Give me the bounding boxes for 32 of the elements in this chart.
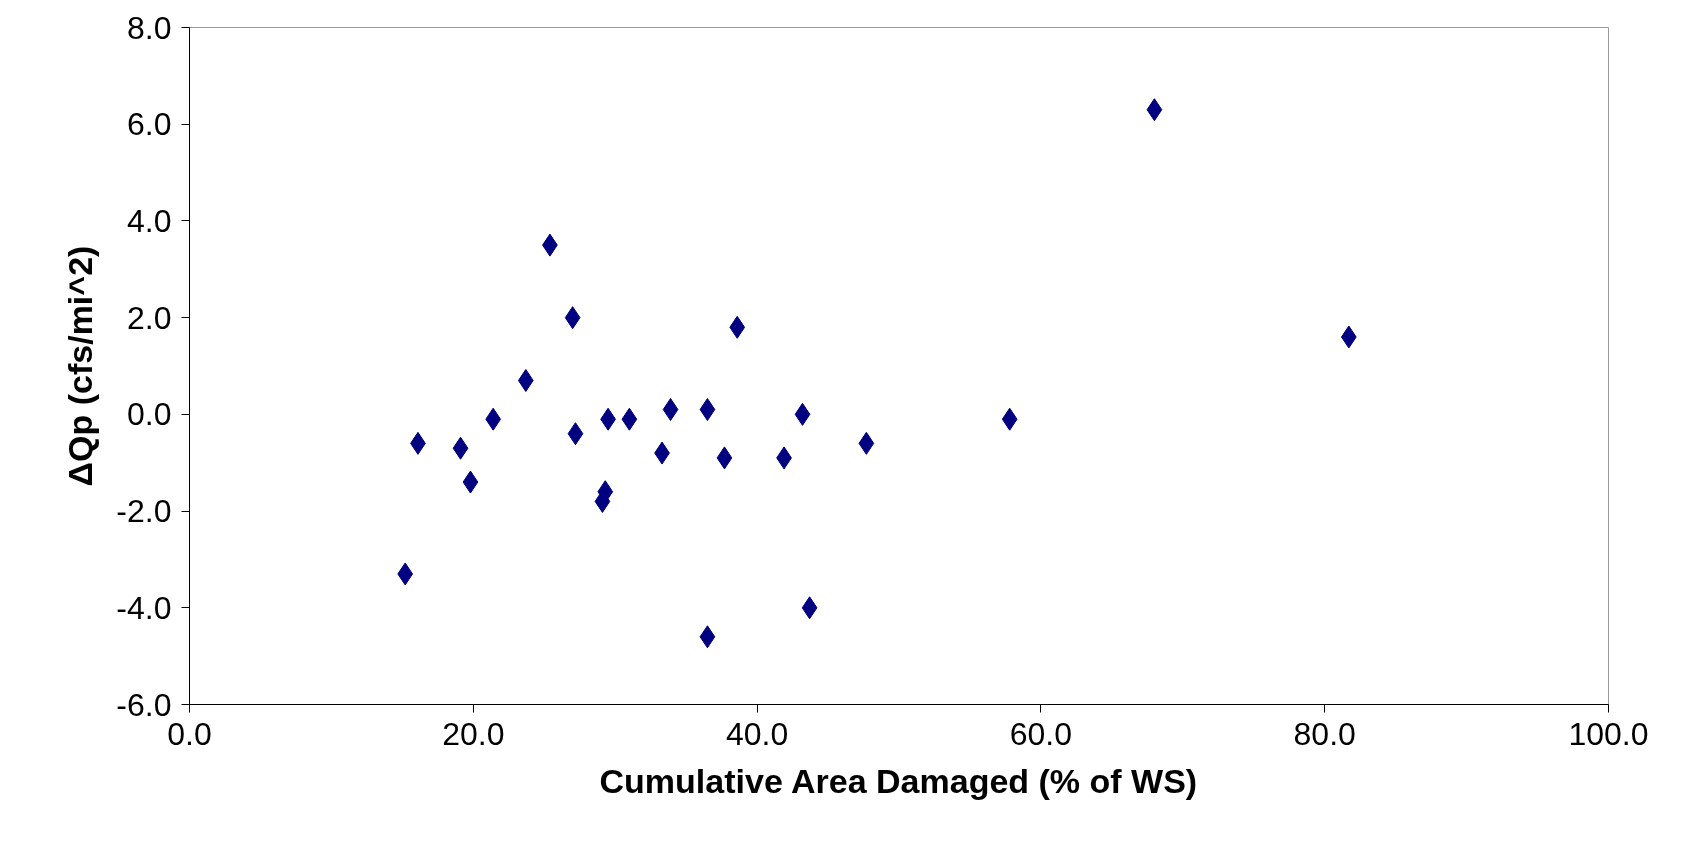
- x-axis-title: Cumulative Area Damaged (% of WS): [599, 761, 1198, 800]
- point: [1146, 98, 1163, 122]
- x-tick-label: 40.0: [725, 715, 789, 752]
- point: [729, 315, 746, 339]
- y-tick-label: 4.0: [127, 202, 172, 239]
- point: [801, 596, 818, 620]
- y-tick-label: 8.0: [127, 9, 172, 46]
- point: [716, 446, 733, 470]
- x-tick-label: 100.0: [1568, 715, 1649, 752]
- point: [462, 470, 479, 494]
- point: [517, 369, 534, 393]
- y-tick-label: 2.0: [127, 299, 172, 336]
- point: [452, 436, 469, 460]
- point: [662, 398, 679, 422]
- point: [567, 422, 584, 446]
- point: [1001, 407, 1018, 431]
- point: [794, 402, 811, 426]
- point: [699, 625, 716, 649]
- point: [858, 431, 875, 455]
- point: [397, 562, 414, 586]
- point: [564, 306, 581, 330]
- x-tick-label: 20.0: [442, 715, 505, 752]
- point: [699, 398, 716, 422]
- point: [621, 407, 638, 431]
- y-tick-label: -2.0: [116, 493, 172, 530]
- x-tick-label: 80.0: [1293, 715, 1356, 752]
- y-axis-title: ΔQp (cfs/mi^2): [61, 245, 100, 487]
- y-tick-label: 6.0: [127, 106, 172, 143]
- y-tick-label: 0.0: [127, 396, 172, 433]
- point: [1340, 325, 1357, 349]
- y-tick-label: -4.0: [116, 589, 172, 626]
- x-tick-label: 60.0: [1009, 715, 1073, 752]
